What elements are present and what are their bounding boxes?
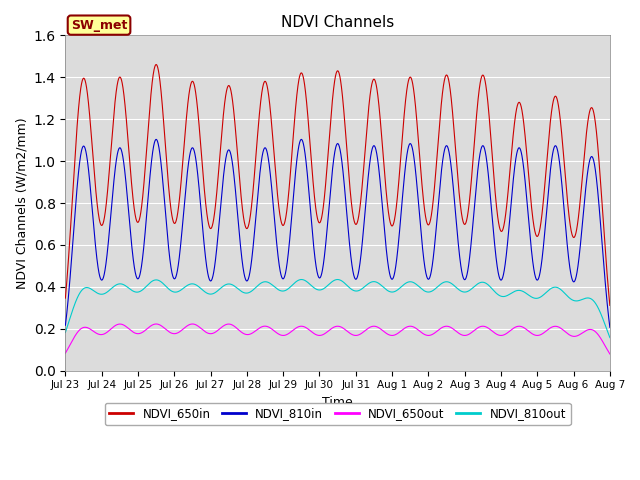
Title: NDVI Channels: NDVI Channels [281,15,394,30]
Y-axis label: NDVI Channels (W/m2/mm): NDVI Channels (W/m2/mm) [15,117,28,289]
X-axis label: Time: Time [323,396,353,409]
Legend: NDVI_650in, NDVI_810in, NDVI_650out, NDVI_810out: NDVI_650in, NDVI_810in, NDVI_650out, NDV… [104,403,571,425]
Text: SW_met: SW_met [71,19,127,32]
